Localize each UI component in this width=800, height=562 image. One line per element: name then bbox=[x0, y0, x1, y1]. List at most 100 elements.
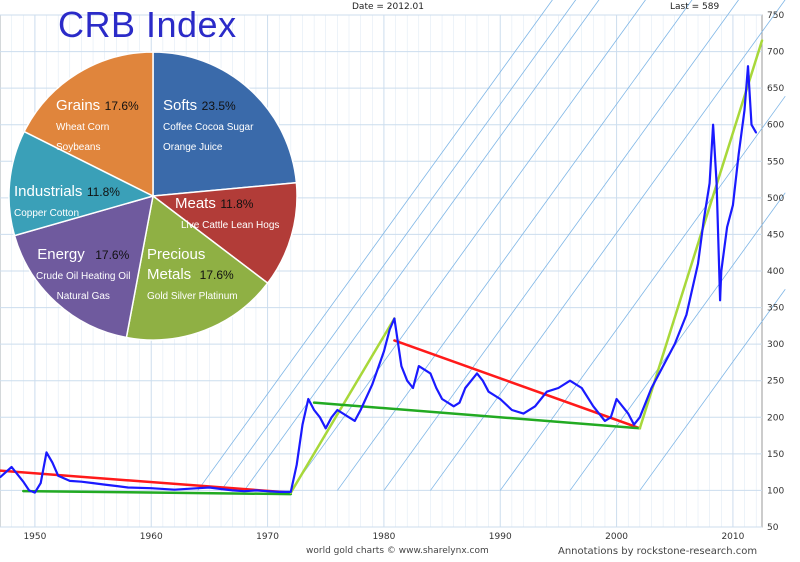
data-point bbox=[458, 401, 461, 404]
data-point bbox=[639, 416, 641, 419]
slice-items: Natural Gas bbox=[56, 291, 110, 302]
data-point bbox=[69, 480, 71, 482]
data-point bbox=[712, 123, 714, 126]
data-point bbox=[39, 482, 42, 484]
data-point bbox=[231, 489, 234, 492]
data-point bbox=[208, 486, 211, 489]
data-point bbox=[464, 387, 467, 389]
axes: 50 100 150 200 250 300 350 400 450 500 550 600 650 70… bbox=[23, 11, 784, 542]
data-point bbox=[115, 485, 118, 487]
slice-items: Copper Cotton bbox=[14, 208, 80, 219]
slice-label-industrials: Industrials 11.8% Copper Cotton bbox=[14, 182, 120, 222]
annotation-credit: Annotations by rockstone-research.com bbox=[558, 546, 758, 557]
data-point bbox=[487, 390, 490, 393]
y-tick-label: 250 bbox=[767, 377, 784, 387]
data-point bbox=[627, 412, 630, 415]
pie-slice-grains bbox=[23, 51, 154, 198]
slice-pct: 17.6% bbox=[104, 99, 139, 113]
data-point bbox=[103, 483, 106, 486]
data-point bbox=[685, 314, 688, 316]
data-point bbox=[383, 350, 385, 353]
data-point bbox=[743, 109, 746, 111]
data-point bbox=[750, 123, 753, 126]
slice-items: Crude Oil Heating Oil bbox=[36, 271, 131, 282]
data-point bbox=[220, 488, 222, 490]
data-point bbox=[336, 409, 339, 411]
slice-name: Energy bbox=[37, 246, 85, 263]
data-point bbox=[441, 398, 443, 400]
y-tick-label: 150 bbox=[767, 450, 784, 460]
data-point bbox=[569, 379, 571, 382]
data-point bbox=[196, 487, 199, 490]
channel-line bbox=[243, 0, 600, 491]
slice-items: Live Cattle Lean Hogs bbox=[181, 220, 280, 231]
y-tick-label: 200 bbox=[767, 413, 784, 423]
channel-line bbox=[499, 95, 786, 491]
data-point bbox=[406, 379, 408, 382]
y-tick-label: 550 bbox=[767, 157, 784, 167]
trend-line bbox=[0, 469, 293, 494]
data-point bbox=[51, 461, 54, 464]
data-point bbox=[354, 420, 356, 422]
slice-items: Orange Juice bbox=[163, 142, 223, 153]
y-tick-label: 400 bbox=[767, 267, 784, 277]
slice-name: Grains bbox=[56, 97, 101, 114]
slice-items: Gold Silver Platinum bbox=[147, 291, 238, 302]
y-tick-label: 450 bbox=[767, 230, 784, 240]
chart-title: CRB Index bbox=[58, 4, 237, 45]
trend-line bbox=[312, 401, 642, 430]
data-point bbox=[324, 427, 327, 430]
data-point bbox=[80, 480, 83, 483]
y-tick-label: 650 bbox=[767, 84, 784, 94]
y-tick-label: 50 bbox=[767, 523, 779, 533]
data-point bbox=[388, 328, 391, 331]
slice-label-softs: Softs 23.5% Coffee Cocoa Sugar Orange Ju… bbox=[163, 96, 253, 156]
data-point bbox=[393, 317, 396, 320]
x-tick-label: 1980 bbox=[372, 532, 395, 542]
pie-slice-softs bbox=[152, 51, 298, 197]
x-tick-label: 1950 bbox=[23, 532, 46, 542]
channel-line bbox=[220, 0, 577, 491]
channel-line bbox=[290, 0, 646, 491]
data-point bbox=[359, 409, 362, 411]
x-tick-label: 1960 bbox=[140, 532, 163, 542]
data-point bbox=[34, 491, 36, 494]
data-point bbox=[720, 270, 723, 272]
data-point bbox=[545, 390, 548, 393]
slice-items: Wheat Corn bbox=[56, 122, 110, 133]
data-point bbox=[755, 131, 757, 134]
data-point bbox=[330, 416, 333, 419]
slice-label-grains: Grains 17.6% Wheat Corn Soybeans bbox=[56, 96, 139, 156]
data-point bbox=[278, 491, 281, 493]
slice-pct: 11.8% bbox=[220, 197, 254, 211]
data-point bbox=[429, 372, 432, 375]
y-tick-label: 300 bbox=[767, 340, 784, 350]
header-date: Date = 2012.01 bbox=[352, 2, 424, 12]
data-point bbox=[371, 383, 374, 386]
data-point bbox=[301, 423, 304, 426]
slice-pct: 17.6% bbox=[95, 248, 130, 262]
data-point bbox=[92, 482, 94, 484]
data-point bbox=[697, 262, 699, 265]
data-point bbox=[476, 372, 478, 375]
slice-label-energy: Energy 17.6% Crude Oil Heating Oil Natur… bbox=[36, 245, 130, 305]
data-point bbox=[57, 475, 59, 477]
channel-line bbox=[639, 289, 786, 491]
trend-line bbox=[393, 339, 642, 430]
data-point bbox=[307, 398, 310, 400]
data-point bbox=[615, 398, 618, 400]
channel-line bbox=[197, 0, 553, 491]
x-tick-label: 2000 bbox=[605, 532, 628, 542]
slice-name: Metals bbox=[147, 266, 192, 283]
trend-line bbox=[22, 489, 293, 496]
data-point bbox=[313, 409, 315, 411]
slice-pct: 23.5% bbox=[201, 99, 236, 113]
data-point bbox=[295, 464, 298, 466]
slice-name: Precious bbox=[147, 246, 206, 263]
data-point bbox=[28, 489, 30, 492]
data-point bbox=[452, 405, 455, 408]
data-point bbox=[609, 416, 612, 419]
data-point bbox=[719, 299, 721, 302]
